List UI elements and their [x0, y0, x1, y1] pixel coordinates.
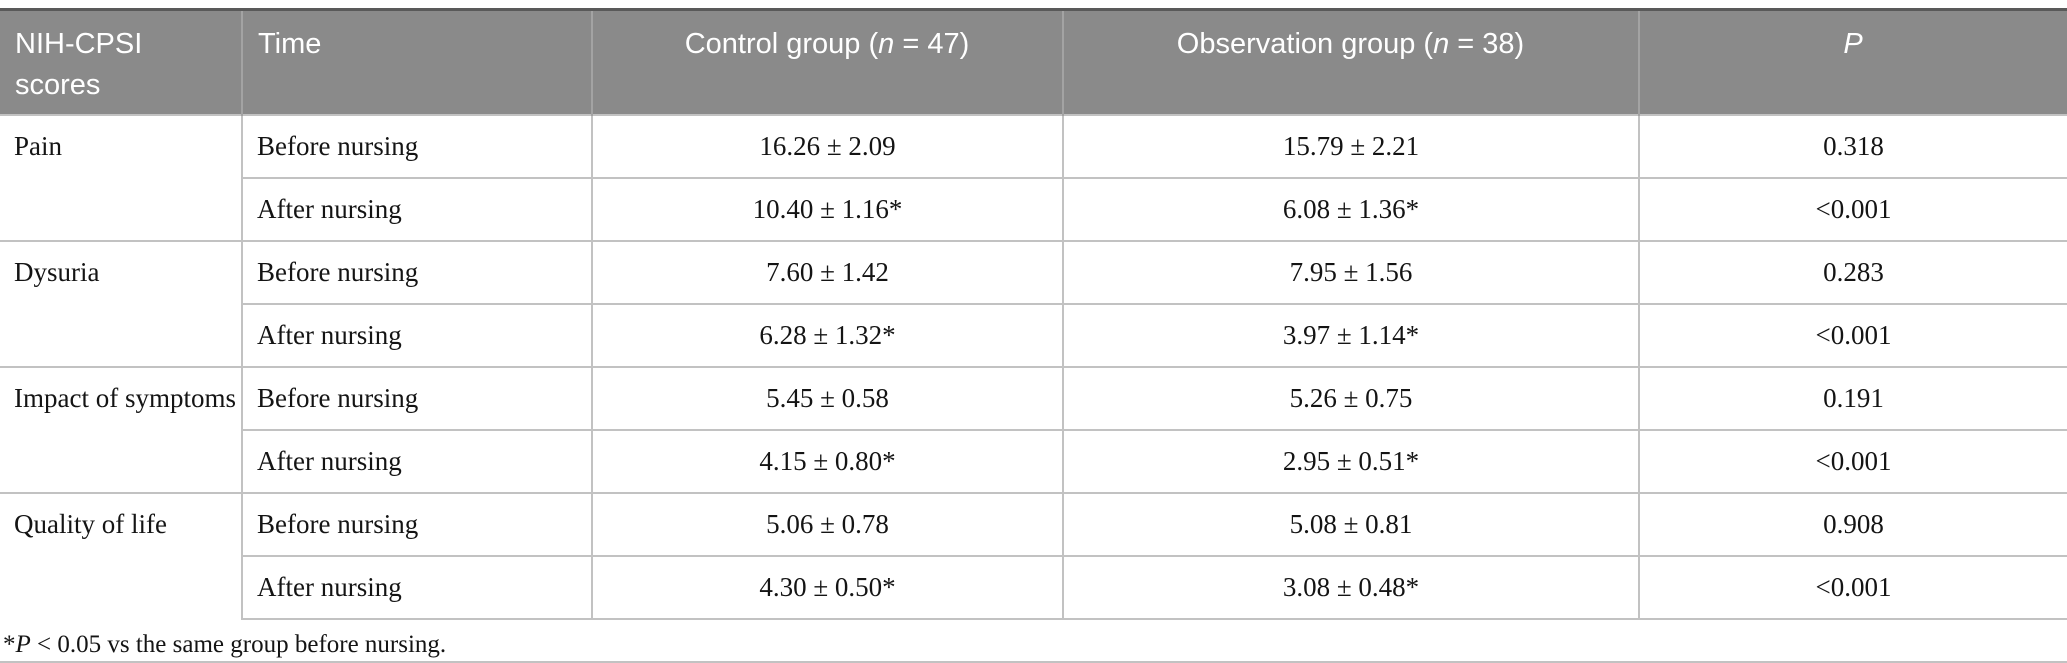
score-label-pain: Pain [0, 113, 242, 241]
observation-value: 3.97 ± 1.14* [1062, 302, 1639, 367]
table-row: After nursing 4.30 ± 0.50* 3.08 ± 0.48* … [0, 554, 2067, 620]
time-cell: After nursing [241, 176, 592, 241]
p-value: 0.318 [1638, 113, 2067, 178]
time-cell: Before nursing [241, 491, 592, 556]
header-observation-n: n [1433, 28, 1450, 60]
header-control-n: n [878, 28, 895, 60]
control-value: 4.15 ± 0.80* [591, 428, 1063, 493]
score-label-dysuria: Dysuria [0, 239, 242, 367]
p-value: <0.001 [1638, 176, 2067, 241]
control-value: 10.40 ± 1.16* [591, 176, 1063, 241]
footnote-text: < 0.05 vs the same group before nursing. [30, 630, 447, 658]
p-value: 0.283 [1638, 239, 2067, 304]
time-cell: Before nursing [241, 365, 592, 430]
table-row: After nursing 4.15 ± 0.80* 2.95 ± 0.51* … [0, 428, 2067, 493]
header-time: Time [241, 8, 592, 115]
control-value: 5.45 ± 0.58 [591, 365, 1063, 430]
table-footnote: *P < 0.05 vs the same group before nursi… [3, 631, 2067, 659]
time-cell: Before nursing [241, 113, 592, 178]
footnote-p-symbol: P [15, 630, 31, 658]
table-header-row: NIH-CPSI scores Time Control group (n = … [0, 8, 2067, 115]
control-value: 6.28 ± 1.32* [591, 302, 1063, 367]
header-observation-pre: Observation group ( [1176, 28, 1434, 60]
p-value: <0.001 [1638, 554, 2067, 620]
control-value: 16.26 ± 2.09 [591, 113, 1063, 178]
control-value: 5.06 ± 0.78 [591, 491, 1063, 556]
p-value: 0.191 [1638, 365, 2067, 430]
p-value: <0.001 [1638, 428, 2067, 493]
control-value: 4.30 ± 0.50* [591, 554, 1063, 620]
nih-cpsi-scores-table: NIH-CPSI scores Time Control group (n = … [0, 8, 2067, 620]
time-cell: After nursing [241, 302, 592, 367]
score-label-quality-of-life: Quality of life [0, 491, 242, 619]
time-cell: After nursing [241, 554, 592, 620]
table-row: Pain Before nursing 16.26 ± 2.09 15.79 ±… [0, 113, 2067, 241]
header-observation-post: = 38) [1449, 28, 1525, 60]
observation-value: 7.95 ± 1.56 [1062, 239, 1639, 304]
header-nih-cpsi-scores: NIH-CPSI scores [0, 8, 242, 115]
header-control-post: = 47) [894, 28, 970, 60]
score-label-impact-of-symptoms: Impact of symptoms [0, 365, 242, 493]
table-row: Dysuria Before nursing 7.60 ± 1.42 7.95 … [0, 239, 2067, 367]
table-row: Quality of life Before nursing 5.06 ± 0.… [0, 491, 2067, 619]
observation-value: 6.08 ± 1.36* [1062, 176, 1639, 241]
table-row: Impact of symptoms Before nursing 5.45 ±… [0, 365, 2067, 493]
observation-value: 5.26 ± 0.75 [1062, 365, 1639, 430]
p-value: <0.001 [1638, 302, 2067, 367]
observation-value: 3.08 ± 0.48* [1062, 554, 1639, 620]
footnote-asterisk: * [3, 630, 16, 658]
header-control-group: Control group (n = 47) [591, 8, 1063, 115]
header-control-pre: Control group ( [684, 28, 879, 60]
time-cell: Before nursing [241, 239, 592, 304]
observation-value: 2.95 ± 0.51* [1062, 428, 1639, 493]
control-value: 7.60 ± 1.42 [591, 239, 1063, 304]
header-observation-group: Observation group (n = 38) [1062, 8, 1639, 115]
p-value: 0.908 [1638, 491, 2067, 556]
header-p-value: P [1638, 8, 2067, 115]
observation-value: 5.08 ± 0.81 [1062, 491, 1639, 556]
time-cell: After nursing [241, 428, 592, 493]
table-row: After nursing 6.28 ± 1.32* 3.97 ± 1.14* … [0, 302, 2067, 367]
table-row: After nursing 10.40 ± 1.16* 6.08 ± 1.36*… [0, 176, 2067, 241]
observation-value: 15.79 ± 2.21 [1062, 113, 1639, 178]
